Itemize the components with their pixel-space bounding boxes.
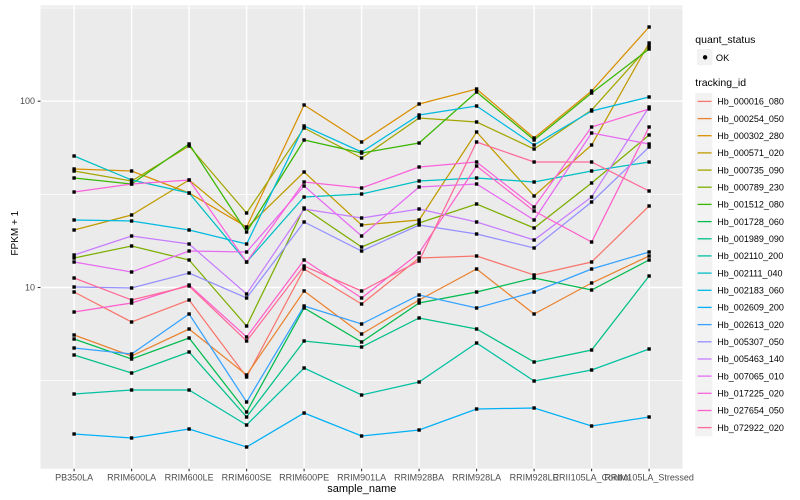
svg-text:Hb_002613_020: Hb_002613_020 [717, 320, 784, 330]
svg-text:RRIM928LE: RRIM928LE [510, 473, 559, 483]
svg-text:Hb_001728_060: Hb_001728_060 [717, 217, 784, 227]
svg-text:Hb_005463_140: Hb_005463_140 [717, 354, 784, 364]
svg-text:tracking_id: tracking_id [695, 77, 746, 89]
svg-text:Hb_005307_050: Hb_005307_050 [717, 337, 784, 347]
svg-text:RRII105LA_Control: RRII105LA_Control [553, 473, 631, 483]
svg-text:Hb_072922_020: Hb_072922_020 [717, 423, 784, 433]
svg-text:RRIM600PE: RRIM600PE [279, 473, 329, 483]
svg-text:Hb_000735_090: Hb_000735_090 [717, 165, 784, 175]
svg-text:RRIM901LA: RRIM901LA [337, 473, 386, 483]
svg-text:100: 100 [20, 96, 35, 106]
svg-text:Hb_000571_020: Hb_000571_020 [717, 148, 784, 158]
svg-text:Hb_002111_040: Hb_002111_040 [717, 268, 782, 278]
svg-text:RRIM600LE: RRIM600LE [165, 473, 214, 483]
svg-text:Hb_027654_050: Hb_027654_050 [717, 406, 784, 416]
svg-text:Hb_002609_200: Hb_002609_200 [717, 303, 784, 313]
svg-text:10: 10 [25, 283, 35, 293]
svg-text:OK: OK [716, 53, 730, 63]
svg-text:Hb_000016_080: Hb_000016_080 [717, 97, 784, 107]
svg-text:RRIM600SE: RRIM600SE [222, 473, 272, 483]
svg-text:Hb_002183_060: Hb_002183_060 [717, 286, 784, 296]
svg-text:Hb_000254_050: Hb_000254_050 [717, 114, 784, 124]
svg-text:Hb_001989_090: Hb_001989_090 [717, 234, 784, 244]
svg-text:Hb_002110_200: Hb_002110_200 [717, 251, 783, 261]
svg-text:Hb_017225_020: Hb_017225_020 [717, 389, 784, 399]
svg-text:RRIM928LA: RRIM928LA [452, 473, 501, 483]
svg-text:Hb_000789_230: Hb_000789_230 [717, 182, 784, 192]
svg-text:Hb_000302_280: Hb_000302_280 [717, 131, 784, 141]
svg-text:sample_name: sample_name [327, 483, 396, 495]
svg-text:quant_status: quant_status [695, 34, 755, 46]
svg-text:FPKM + 1: FPKM + 1 [10, 210, 21, 255]
svg-text:RRIM105LA_Stressed: RRIM105LA_Stressed [604, 473, 694, 483]
svg-text:Hb_001512_080: Hb_001512_080 [717, 200, 784, 210]
svg-text:RRIM928BA: RRIM928BA [394, 473, 444, 483]
svg-text:RRIM600LA: RRIM600LA [107, 473, 156, 483]
svg-text:Hb_007065_010: Hb_007065_010 [717, 371, 784, 381]
svg-text:PB350LA: PB350LA [55, 473, 93, 483]
